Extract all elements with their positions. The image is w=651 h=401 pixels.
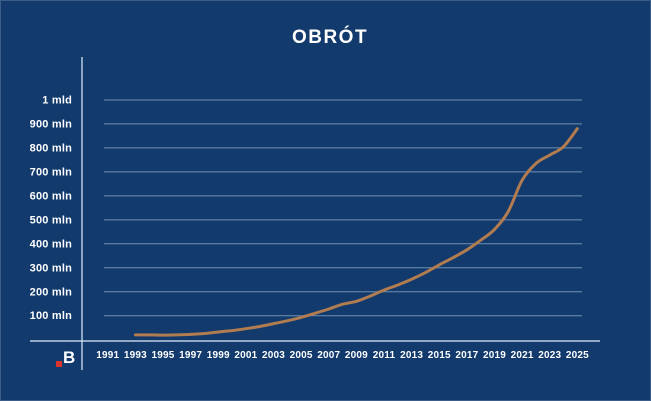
- x-axis-label: 2007: [317, 350, 340, 361]
- x-axis-label: 2017: [455, 350, 478, 361]
- y-axis-label: 500 mln: [30, 214, 72, 226]
- logo-red-dot-icon: [56, 361, 62, 367]
- brand-logo: B: [54, 348, 84, 372]
- x-axis-label: 1993: [124, 350, 147, 361]
- y-axis-label: 400 mln: [30, 238, 72, 250]
- x-axis-label: 2013: [400, 350, 423, 361]
- chart-title: OBRÓT: [291, 27, 369, 48]
- y-axis-label: 800 mln: [30, 142, 72, 154]
- x-axis-label: 2015: [428, 350, 451, 361]
- y-axis-label: 300 mln: [30, 262, 72, 274]
- y-axis-label: 200 mln: [30, 286, 72, 298]
- logo-letter: B: [63, 348, 76, 367]
- y-axis-label: 100 mln: [30, 310, 72, 322]
- y-axis-label: 700 mln: [30, 166, 72, 178]
- x-axis-label: 1997: [179, 350, 202, 361]
- x-axis-label: 2011: [373, 350, 396, 361]
- y-axis-label: 600 mln: [30, 190, 72, 202]
- data-series-line: [133, 127, 579, 337]
- x-axis-label: 2005: [290, 350, 313, 361]
- x-axis-label: 1999: [207, 350, 230, 361]
- x-axis-label: 2023: [538, 350, 561, 361]
- x-axis-label: 2003: [262, 350, 285, 361]
- x-axis-label: 2019: [483, 350, 506, 361]
- x-axis-label: 2009: [345, 350, 368, 361]
- x-axis-label: 1995: [152, 350, 175, 361]
- y-axis-label: 1 mld: [42, 94, 72, 106]
- x-axis-label: 2001: [234, 350, 257, 361]
- x-axis-label: 2025: [566, 350, 589, 361]
- x-axis-label: 1991: [96, 350, 119, 361]
- y-axis-label: 900 mln: [30, 118, 72, 130]
- x-axis-label: 2021: [511, 350, 534, 361]
